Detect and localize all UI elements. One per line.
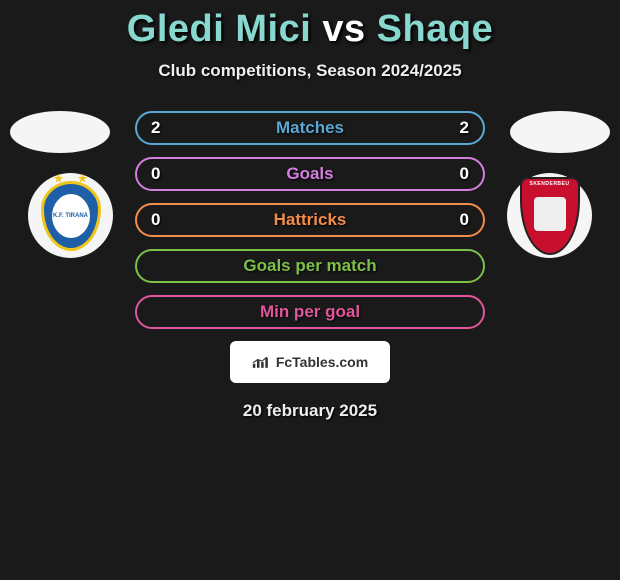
stat-label: Matches [276,118,344,138]
club-crest-tirana-icon: K.F. TIRANA [41,181,101,251]
stat-label: Hattricks [274,210,347,230]
stat-row: 0 Goals 0 [135,157,485,191]
generation-date: 20 february 2025 [0,401,620,421]
player1-avatar [10,111,110,153]
stat-row: 0 Hattricks 0 [135,203,485,237]
stat-label: Goals per match [243,256,376,276]
stat-value-left: 2 [151,118,160,138]
page-title: Gledi Mici vs Shaqe [0,0,620,51]
stats-list: 2 Matches 2 0 Goals 0 0 Hattricks 0 Goals per mat… [135,111,485,329]
title-vs: vs [322,8,365,50]
club-crest-skenderbeu-label: SKENDERBEU [529,181,569,187]
stat-value-left: 0 [151,210,160,230]
title-player2: Shaqe [377,8,494,50]
stat-row: 2 Matches 2 [135,111,485,145]
attribution-badge: FcTables.com [230,341,390,383]
player1-club-badge: K.F. TIRANA [28,173,113,258]
subtitle: Club competitions, Season 2024/2025 [0,61,620,81]
stat-row: Min per goal [135,295,485,329]
comparison-panel: K.F. TIRANA SKENDERBEU 2Matches20Goals00… [0,111,620,421]
club-crest-tirana-label: K.F. TIRANA [52,194,90,238]
attribution-text: FcTables.com [276,354,368,370]
stat-row: Goals per match [135,249,485,283]
bar-chart-icon [252,355,272,369]
stat-value-left: 0 [151,164,160,184]
club-crest-skenderbeu-icon: SKENDERBEU [520,177,580,255]
title-player1: Gledi Mici [127,8,311,50]
player2-club-badge: SKENDERBEU [507,173,592,258]
stat-label: Min per goal [260,302,360,322]
stat-value-right: 0 [460,164,469,184]
player2-avatar [510,111,610,153]
stat-value-right: 0 [460,210,469,230]
stat-value-right: 2 [460,118,469,138]
stat-label: Goals [286,164,333,184]
